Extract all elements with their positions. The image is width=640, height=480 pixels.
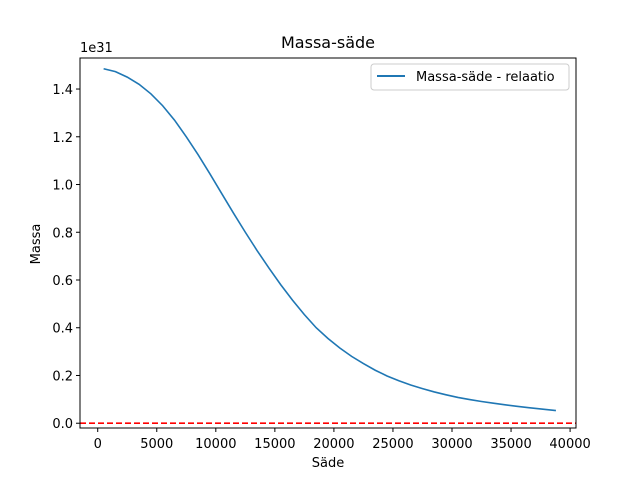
y-tick-label: 1.2 <box>52 131 73 146</box>
y-axis-label: Massa <box>29 224 44 265</box>
legend-box <box>370 63 570 91</box>
y-tick-label: 1.4 <box>52 83 73 98</box>
x-tick-label: 35000 <box>490 437 531 452</box>
x-tick-label: 40000 <box>549 437 590 452</box>
x-tick-label: 30000 <box>431 437 472 452</box>
chart-title: Massa-säde <box>281 33 375 52</box>
y-tick-label: 0.8 <box>52 226 73 241</box>
series-line-0 <box>103 67 557 412</box>
x-tick-label: 10000 <box>195 437 236 452</box>
y-tick-label: 1.0 <box>52 179 73 194</box>
legend: Massa-säde - relaatio <box>370 63 570 91</box>
y-tick-label: 0.4 <box>52 322 73 337</box>
x-tick-label: 15000 <box>254 437 295 452</box>
y-tick-label: 0.6 <box>52 274 73 289</box>
plot-area: 0 5000 10000 15000 20000 25000 30000 35000 40000… <box>52 57 591 452</box>
x-tick-label: 5000 <box>140 437 173 452</box>
axes-frame <box>79 57 577 429</box>
x-tick-label: 25000 <box>372 437 413 452</box>
x-tick-label: 20000 <box>313 437 354 452</box>
x-tick-label: 0 <box>94 437 102 452</box>
y-tick-label: 0.2 <box>52 369 73 384</box>
legend-label: Massa-säde - relaatio <box>416 70 555 85</box>
y-offset-text: 1e31 <box>80 41 113 56</box>
y-tick-label: 0.0 <box>52 417 73 432</box>
x-axis-label: Säde <box>312 456 344 471</box>
